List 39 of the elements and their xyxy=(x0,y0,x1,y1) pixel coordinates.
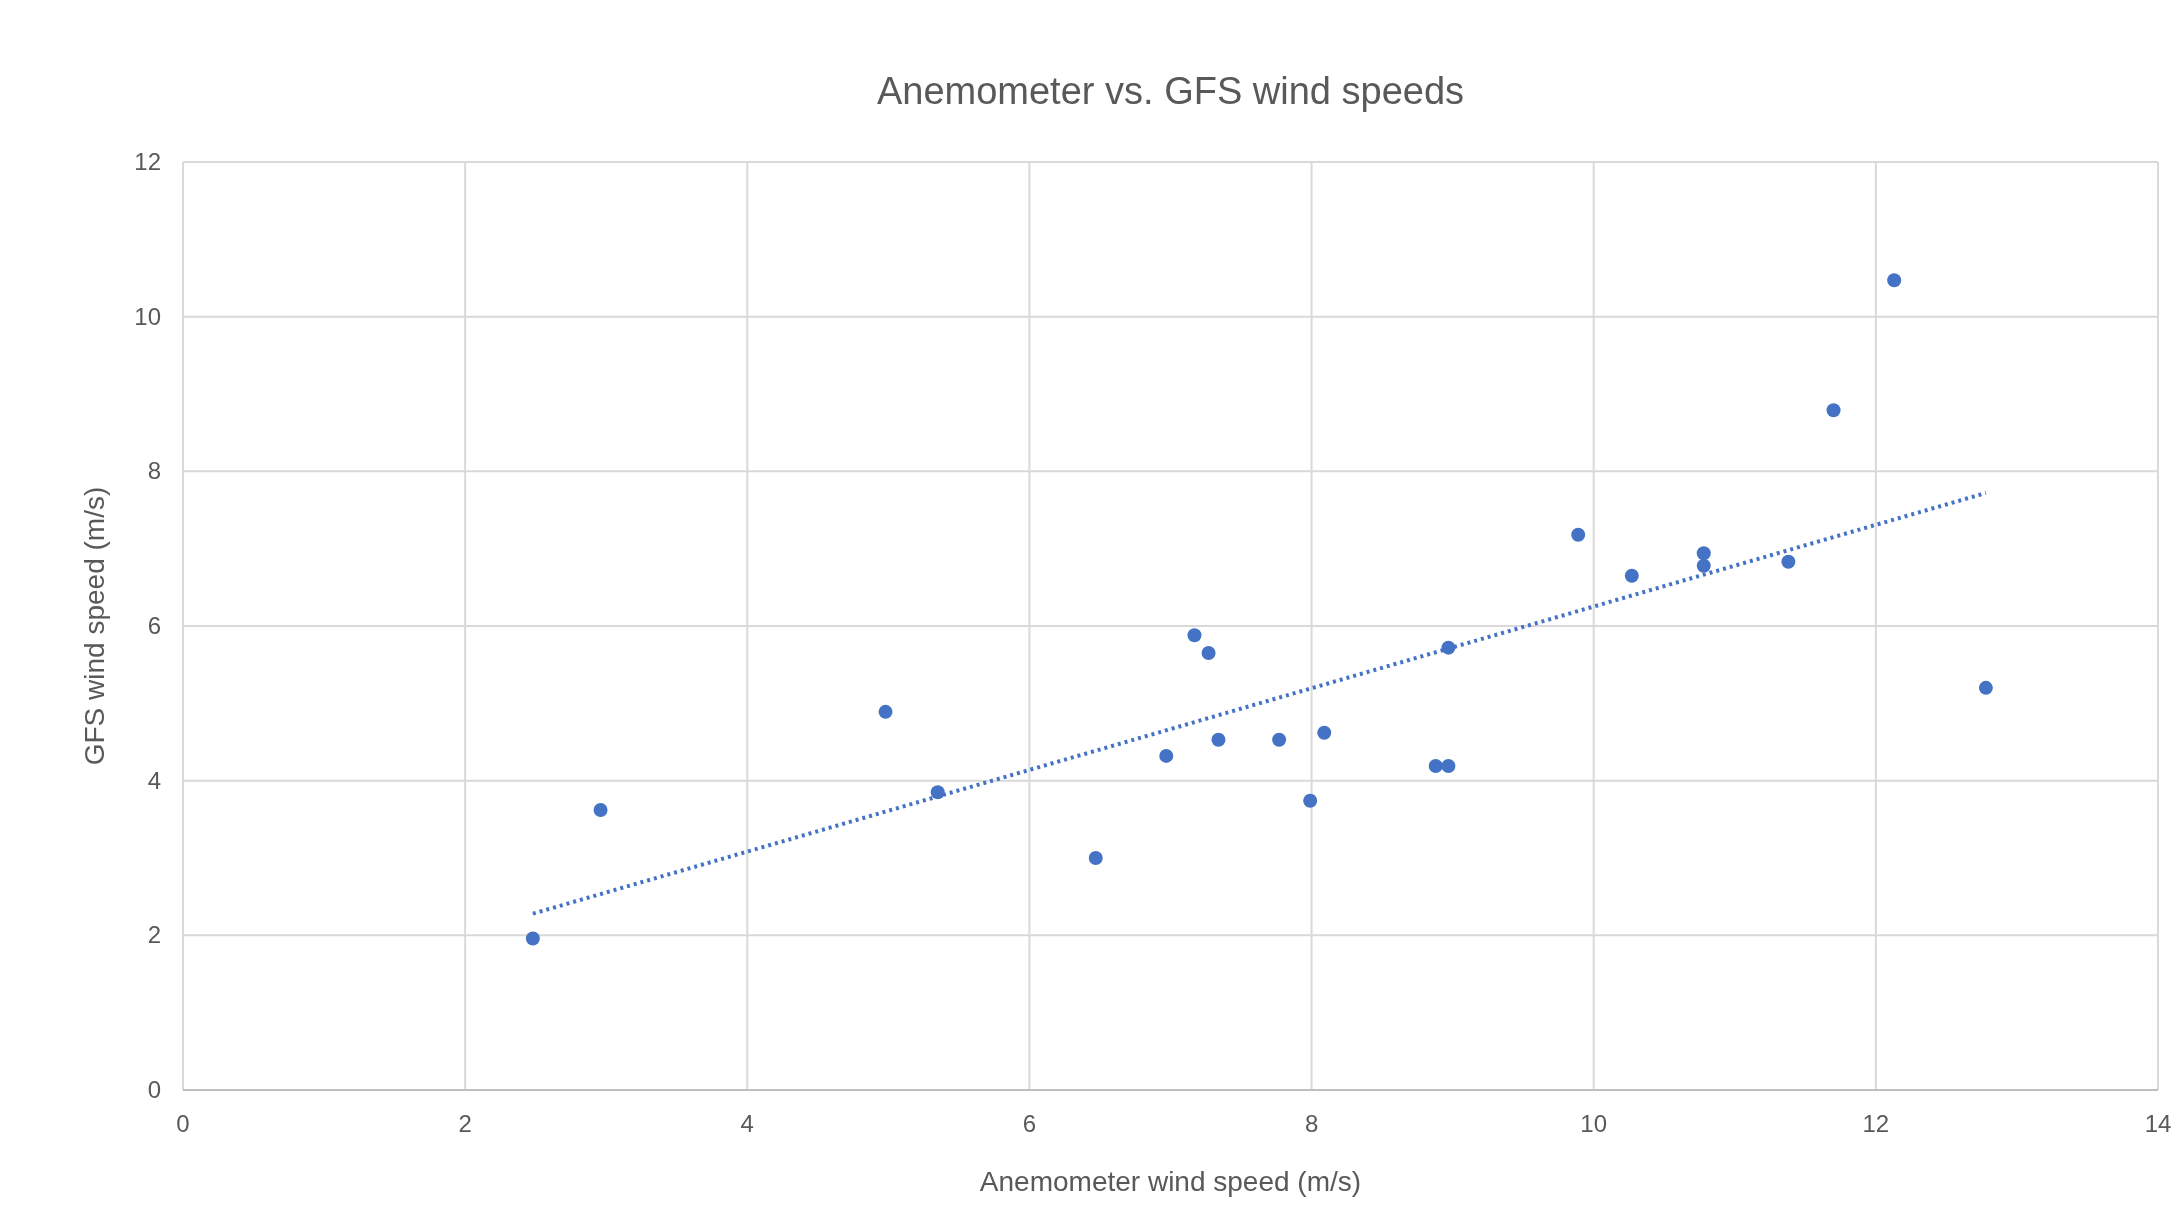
y-tick-label: 2 xyxy=(147,921,161,949)
x-tick-label: 8 xyxy=(1304,1110,1319,1137)
point xyxy=(1428,758,1443,773)
point xyxy=(1826,403,1841,418)
x-tick-label: 10 xyxy=(1580,1110,1608,1137)
x-tick-label: 14 xyxy=(2144,1110,2172,1137)
point xyxy=(1978,680,1993,695)
point xyxy=(1187,628,1202,643)
point xyxy=(593,803,608,818)
y-tick-label: 8 xyxy=(147,457,161,485)
x-tick-label: 4 xyxy=(740,1110,754,1137)
x-tick-label: 0 xyxy=(176,1110,190,1137)
point xyxy=(1272,732,1287,747)
chart-title: Anemometer vs. GFS wind speeds xyxy=(876,70,1465,112)
y-axis-title: GFS wind speed (m/s) xyxy=(79,486,110,766)
point xyxy=(1088,851,1103,865)
point xyxy=(1317,725,1332,740)
y-tick-label: 6 xyxy=(147,612,161,639)
point xyxy=(1781,554,1796,569)
x-axis-title: Anemometer wind speed (m/s) xyxy=(979,1166,1362,1197)
point xyxy=(1571,527,1586,542)
y-tick-label: 12 xyxy=(134,148,161,175)
point xyxy=(1887,273,1902,288)
point xyxy=(1624,568,1639,583)
point xyxy=(1303,793,1318,808)
point xyxy=(525,931,540,946)
y-tick-label: 10 xyxy=(134,302,161,330)
x-tick-label: 12 xyxy=(1862,1110,1890,1137)
y-tick-label: 4 xyxy=(147,766,161,794)
x-tick-label: 6 xyxy=(1022,1110,1037,1137)
x-tick-label: 2 xyxy=(458,1110,472,1137)
point xyxy=(1696,546,1711,561)
y-tick-label: 0 xyxy=(147,1076,161,1103)
point xyxy=(1441,758,1456,773)
point xyxy=(1211,732,1226,747)
point xyxy=(878,704,893,719)
point xyxy=(1696,558,1711,573)
point xyxy=(1201,646,1216,661)
point xyxy=(1159,748,1174,763)
